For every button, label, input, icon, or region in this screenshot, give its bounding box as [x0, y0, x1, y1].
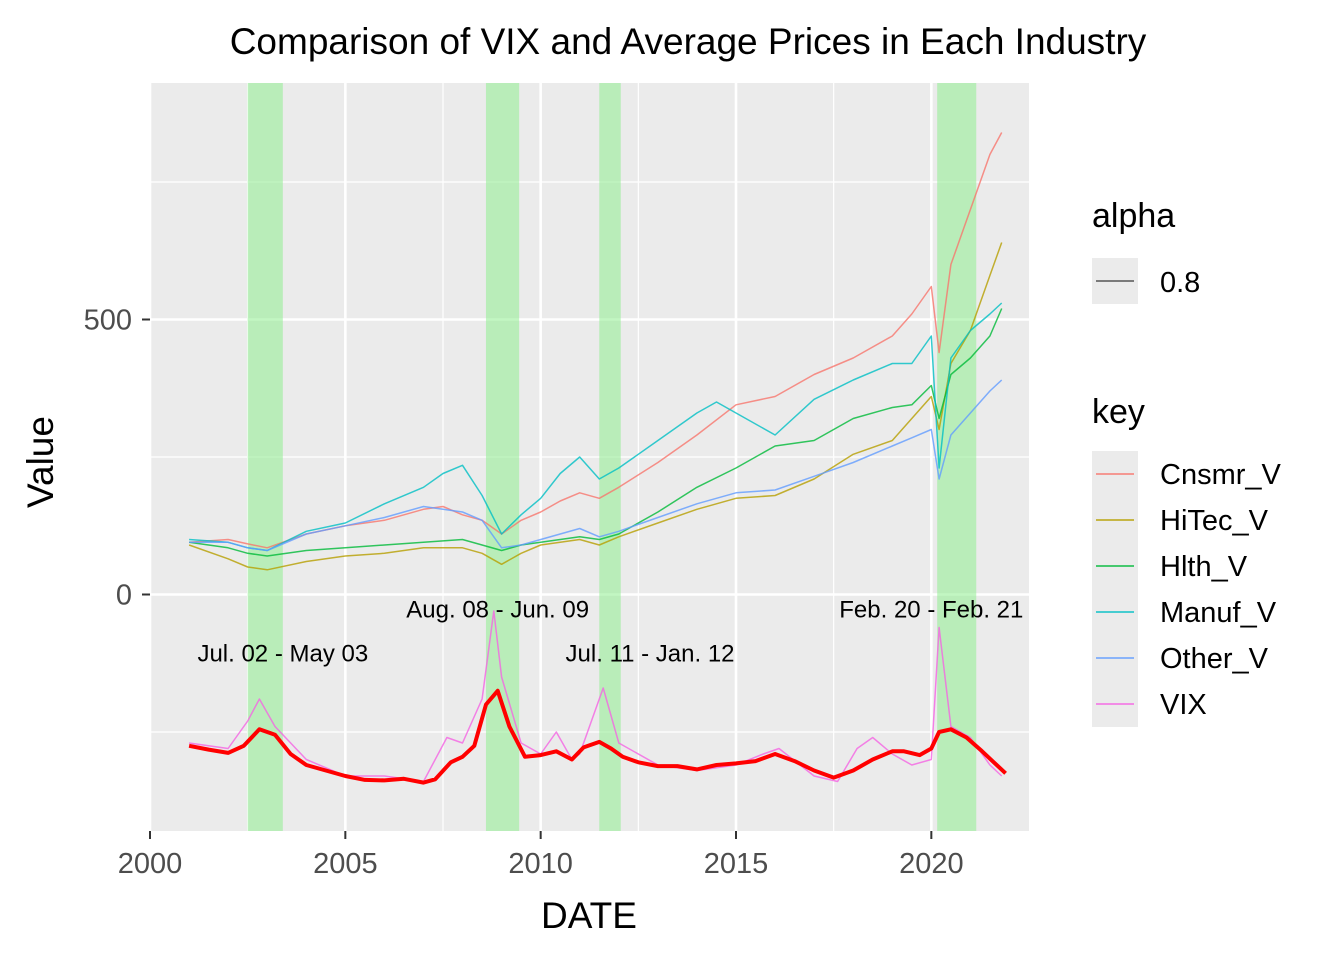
recession-label-0: Jul. 02 - May 03: [197, 640, 368, 667]
recession-label-3: Feb. 20 - Feb. 21: [839, 596, 1023, 623]
x-axis-title: DATE: [541, 895, 637, 936]
legend-item-label: VIX: [1160, 689, 1207, 721]
legend-items: Cnsmr_V HiTec_V Hlth_V Manuf_V Other_V VIX: [1092, 451, 1282, 727]
y-tick-label: 500: [84, 305, 132, 337]
recession-band-2: [599, 83, 621, 831]
legend-item-label: Manuf_V: [1160, 597, 1277, 629]
series-line-hitec-v: [188, 242, 1003, 571]
legend-item-label: HiTec_V: [1160, 505, 1269, 537]
legend: alpha 0.8 key Cnsmr_V HiTec_V Hlth_V Manuf_…: [1092, 197, 1282, 727]
series-line-hlth-v: [188, 308, 1003, 557]
series-line-manuf-v: [189, 302, 1003, 552]
legend-key-title: key: [1092, 393, 1145, 431]
legend-item-label: Hlth_V: [1160, 551, 1248, 583]
y-axis-title: Value: [20, 416, 61, 508]
x-tick-label: 2010: [508, 848, 573, 880]
series-line-other-v: [189, 379, 1003, 552]
x-tick-label: 2015: [704, 848, 769, 880]
recession-label-2: Jul. 11 - Jan. 12: [566, 640, 735, 667]
recession-label-1: Aug. 08 - Jun. 09: [406, 596, 589, 623]
legend-alpha-label: 0.8: [1160, 267, 1200, 299]
legend-item-label: Cnsmr_V: [1160, 459, 1282, 491]
recession-band-0: [247, 83, 283, 831]
x-tick-label: 2000: [118, 848, 183, 880]
plot-panel: Jul. 02 - May 03 Aug. 08 - Jun. 09 Jul. 11…: [148, 83, 1029, 831]
series-line-vix-smooth: [188, 688, 1007, 785]
legend-alpha-title: alpha: [1092, 197, 1175, 235]
recession-band-3: [937, 83, 977, 831]
y-tick-label: 0: [116, 580, 132, 612]
axes: 2000 2005 2010 2015 2020 0 500: [84, 305, 964, 881]
x-tick-label: 2005: [313, 848, 378, 880]
x-tick-label: 2020: [899, 848, 964, 880]
chart-title: Comparison of VIX and Average Prices in …: [230, 21, 1147, 62]
legend-item-label: Other_V: [1160, 643, 1269, 675]
